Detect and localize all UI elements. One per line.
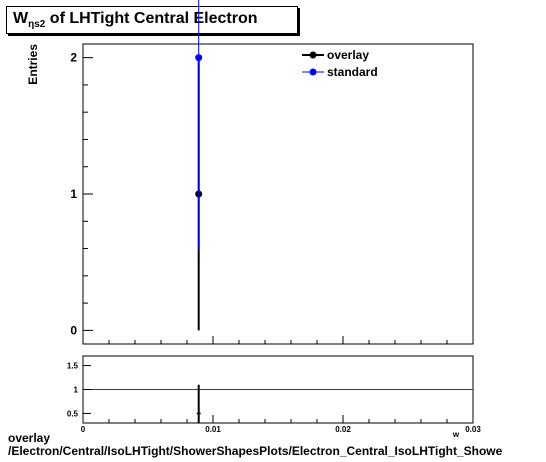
legend-standard-marker — [309, 68, 317, 76]
main-y-tick-label: 2 — [70, 51, 77, 65]
ratio-x-tick-label: 0.01 — [205, 425, 221, 434]
plot-title: Wηs2 of LHTight Central Electron — [13, 10, 258, 30]
main-series-group — [195, 0, 203, 331]
main-x-axis — [82, 336, 474, 344]
ratio-y-tick-label: 1 — [74, 386, 79, 395]
main-plot-frame — [82, 43, 474, 345]
ratio-x-axis: 0 0.01 0.02 0.03 — [81, 415, 481, 434]
legend-overlay-label: overlay — [327, 48, 369, 62]
ratio-x-tick-label: 0 — [81, 425, 86, 434]
title-main: W — [13, 10, 29, 27]
legend: overlay standard — [302, 48, 378, 79]
legend-standard-label: standard — [327, 65, 378, 79]
main-y-axis: 0 1 2 — [70, 51, 93, 337]
x-axis-label: w — [452, 430, 460, 439]
ratio-y-axis: 0.5 1 1.5 — [67, 362, 91, 418]
ratio-y-tick-label: 1.5 — [67, 362, 79, 371]
ratio-x-tick-label: 0.03 — [465, 425, 481, 434]
ratio-series-group — [196, 384, 201, 423]
legend-overlay-marker — [309, 51, 317, 59]
title-box: Wηs2 of LHTight Central Electron — [6, 6, 298, 34]
ratio-y-tick-label: 0.5 — [67, 409, 79, 418]
title-subscript: ηs2 — [28, 19, 46, 31]
footer-line-2: /Electron/Central/IsoLHTight/ShowerShape… — [8, 444, 503, 458]
title-rest: of LHTight Central Electron — [45, 10, 258, 27]
main-y-tick-label: 0 — [70, 323, 77, 337]
main-y-tick-label: 1 — [70, 187, 77, 201]
footer: overlay /Electron/Central/IsoLHTight/Sho… — [8, 432, 502, 458]
y-axis-label: Entries — [26, 44, 40, 85]
standard-data-point — [195, 54, 203, 62]
footer-line-1: overlay — [8, 431, 51, 445]
ratio-x-tick-label: 0.02 — [335, 425, 351, 434]
